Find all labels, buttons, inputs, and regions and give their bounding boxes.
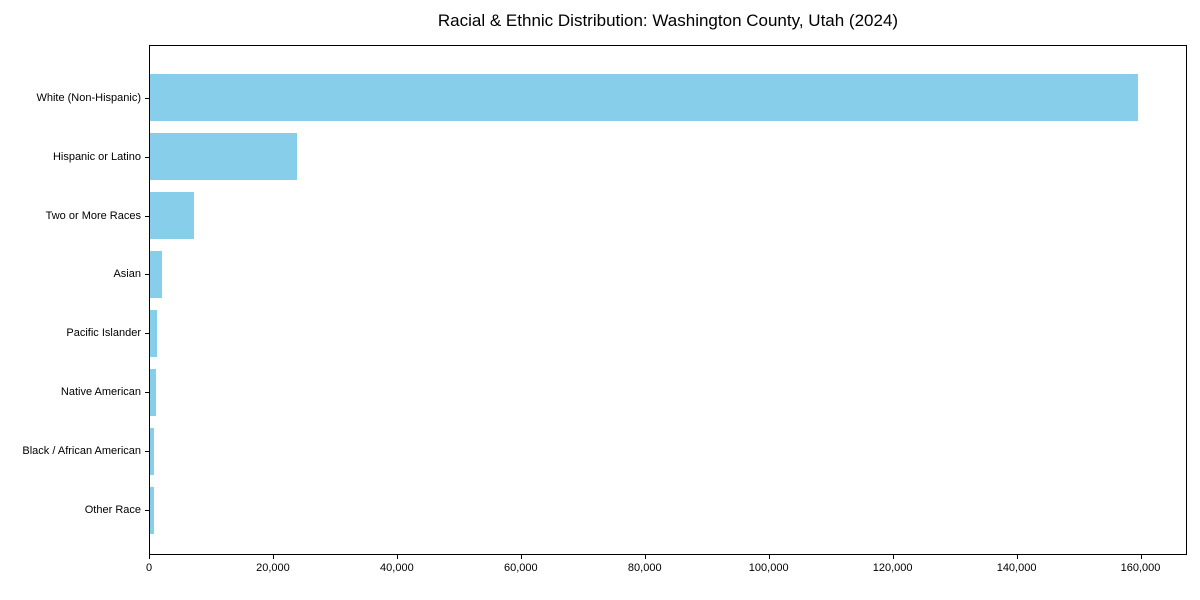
x-tick-mark: [1016, 555, 1018, 559]
y-tick-mark: [145, 215, 149, 217]
chart-title: Racial & Ethnic Distribution: Washington…: [437, 11, 899, 30]
y-tick-mark: [145, 156, 149, 158]
x-tick-mark: [149, 555, 150, 559]
x-tick-mark: [520, 555, 522, 559]
x-tick-label: 120,000: [872, 562, 913, 574]
y-tick-label: Hispanic or Latino: [52, 150, 141, 163]
x-tick-label: 100,000: [748, 562, 789, 574]
y-tick-mark: [145, 97, 149, 99]
bar: [150, 250, 163, 298]
bar: [150, 192, 194, 239]
bar: [150, 368, 156, 416]
y-tick-label: Black / African American: [22, 445, 141, 458]
x-tick-label: 0: [145, 562, 153, 574]
x-tick-label: 80,000: [627, 562, 662, 574]
bar: [150, 133, 297, 181]
plot-area: [149, 45, 1187, 555]
x-tick-mark: [1140, 555, 1142, 559]
x-tick-mark: [768, 555, 770, 559]
y-tick-label: Pacific Islander: [66, 327, 141, 340]
x-tick-label: 140,000: [996, 562, 1037, 574]
x-tick-mark: [272, 555, 274, 559]
x-tick-mark: [892, 555, 894, 559]
y-tick-mark: [145, 451, 149, 453]
x-tick-mark: [644, 555, 646, 559]
bar: [150, 74, 1139, 122]
x-tick-mark: [396, 555, 398, 559]
x-tick-label: 60,000: [503, 562, 538, 574]
y-tick-label: White (Non-Hispanic): [36, 91, 141, 104]
y-tick-mark: [145, 510, 149, 511]
bar: [150, 486, 155, 534]
x-tick-label: 20,000: [256, 562, 290, 574]
bar: [150, 309, 158, 357]
y-tick-label: Two or More Races: [45, 209, 141, 222]
x-tick-label: 40,000: [380, 562, 414, 574]
bar: [150, 427, 155, 475]
y-tick-mark: [145, 392, 149, 394]
y-tick-label: Asian: [113, 268, 141, 281]
y-tick-mark: [145, 333, 149, 335]
y-tick-label: Native American: [60, 386, 141, 399]
x-tick-label: 160,000: [1120, 562, 1161, 574]
y-tick-label: Other Race: [84, 504, 141, 516]
y-tick-mark: [145, 274, 149, 276]
